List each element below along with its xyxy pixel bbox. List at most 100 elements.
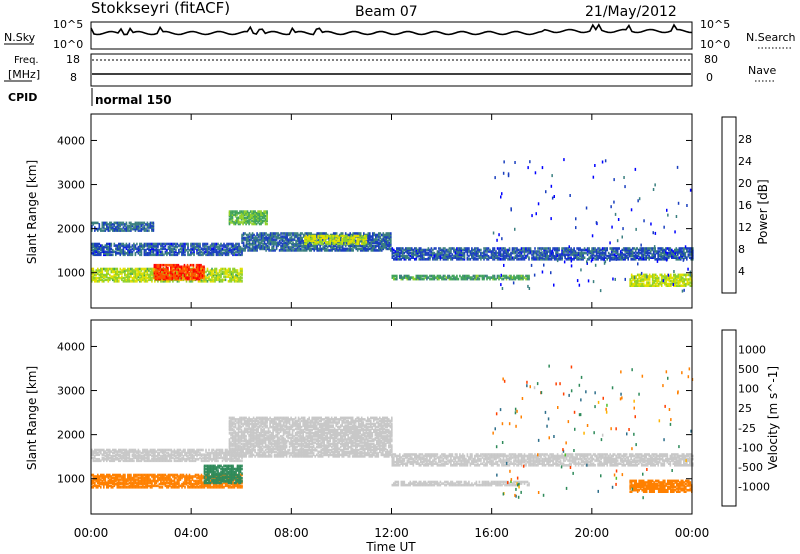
data-cell	[212, 244, 215, 247]
colorbar-tick-label: 12	[738, 221, 752, 234]
data-cell	[100, 450, 102, 453]
data-cell	[91, 456, 93, 460]
data-cell	[397, 247, 400, 250]
data-cell	[514, 254, 517, 258]
data-cell	[115, 448, 117, 452]
data-cell	[493, 247, 496, 250]
data-cell	[116, 226, 119, 229]
data-cell	[211, 244, 213, 247]
data-cell	[690, 247, 693, 250]
data-cell	[501, 258, 503, 261]
data-cell	[180, 276, 183, 279]
data-cell	[679, 275, 681, 278]
data-cell	[148, 275, 150, 278]
data-cell	[466, 274, 469, 278]
data-cell	[629, 279, 631, 283]
data-cell	[151, 229, 153, 232]
data-cell	[519, 248, 521, 252]
data-cell	[517, 248, 520, 252]
data-cell	[257, 218, 259, 221]
data-cell	[537, 256, 539, 259]
data-cell	[104, 451, 107, 455]
data-cell	[92, 267, 95, 271]
data-cell	[463, 274, 466, 278]
data-cell	[229, 270, 231, 274]
data-cell	[597, 258, 599, 261]
data-cell	[197, 276, 199, 279]
data-cell	[163, 280, 165, 283]
data-cell	[98, 448, 101, 452]
data-cell	[447, 274, 449, 278]
data-cell	[97, 252, 99, 255]
data-cell	[305, 249, 308, 252]
data-cell	[214, 267, 216, 271]
data-cell	[310, 244, 312, 248]
speckle-cell	[592, 258, 594, 261]
data-cell	[535, 258, 538, 261]
data-cell	[313, 244, 315, 248]
data-cell	[534, 250, 536, 253]
data-cell	[170, 253, 173, 257]
speckle-cell	[551, 249, 554, 253]
data-cell	[373, 239, 376, 243]
data-cell	[91, 244, 93, 247]
nsky-label: N.Sky	[4, 31, 36, 44]
data-cell	[116, 223, 119, 226]
data-cell	[453, 277, 455, 281]
data-cell	[331, 247, 333, 251]
data-cell	[379, 249, 382, 252]
data-cell	[682, 281, 684, 284]
data-cell	[538, 251, 541, 255]
data-cell	[381, 246, 383, 249]
data-cell	[119, 456, 122, 460]
data-cell	[322, 246, 324, 249]
data-cell	[314, 234, 316, 238]
data-cell	[511, 276, 514, 279]
data-cell	[537, 258, 539, 261]
data-cell	[375, 249, 377, 252]
data-cell	[125, 244, 128, 247]
data-cell	[639, 248, 641, 252]
colorbar-tick-label: 4	[738, 265, 745, 278]
data-cell	[167, 245, 170, 249]
data-cell	[576, 254, 578, 258]
data-cell	[337, 249, 339, 252]
data-cell	[517, 274, 520, 278]
data-cell	[136, 275, 138, 278]
data-cell	[349, 249, 351, 252]
data-cell	[669, 253, 672, 256]
data-cell	[339, 242, 342, 246]
data-cell	[106, 275, 108, 278]
data-cell	[254, 216, 256, 220]
data-cell	[635, 284, 637, 287]
data-cell	[261, 211, 264, 215]
speckle-cell	[642, 257, 645, 261]
speckle-cell	[672, 283, 675, 286]
data-cell	[257, 244, 260, 248]
data-cell	[139, 250, 141, 254]
data-cell	[233, 270, 236, 274]
data-cell	[498, 256, 500, 259]
data-cell	[140, 253, 143, 257]
data-cell	[179, 247, 182, 250]
data-cell	[667, 278, 669, 281]
data-cell	[155, 265, 157, 269]
data-cell	[248, 238, 251, 241]
data-cell	[148, 245, 150, 249]
data-cell	[248, 244, 251, 248]
data-cell	[139, 278, 141, 282]
data-cell	[417, 277, 419, 281]
data-cell	[178, 280, 180, 283]
data-cell	[170, 250, 173, 254]
data-cell	[145, 275, 147, 278]
data-cell	[468, 250, 470, 253]
data-cell	[229, 267, 231, 271]
data-cell	[167, 242, 170, 246]
data-cell	[248, 211, 250, 215]
data-cell	[133, 459, 135, 463]
data-cell	[155, 274, 157, 278]
data-cell	[92, 221, 95, 225]
data-cell	[136, 250, 138, 254]
data-cell	[634, 253, 637, 256]
data-cell	[186, 271, 189, 275]
